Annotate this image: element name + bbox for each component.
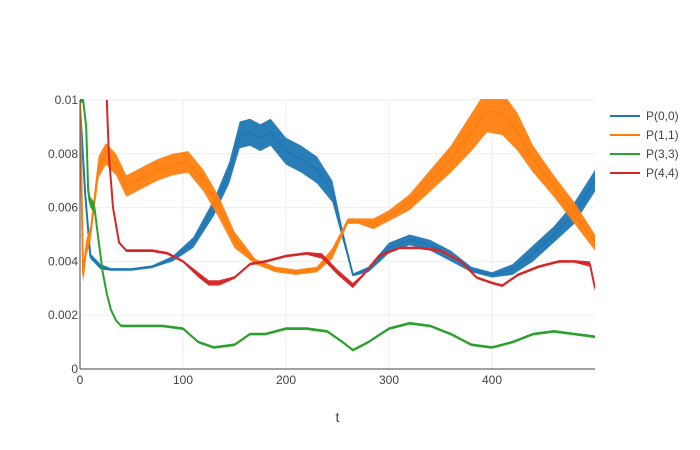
y-tick-label: 0 xyxy=(71,362,78,376)
legend-label: P(3,3) xyxy=(646,147,679,161)
y-tick-label: 0.008 xyxy=(48,147,78,161)
x-tick-label: 100 xyxy=(173,373,193,387)
series-layer xyxy=(80,99,595,352)
legend-item[interactable]: P(0,0) xyxy=(610,109,679,123)
axes xyxy=(79,100,595,370)
legend-label: P(0,0) xyxy=(646,109,679,123)
y-tick-label: 0.002 xyxy=(48,308,78,322)
legend-label: P(1,1) xyxy=(646,128,679,142)
x-tick-label: 400 xyxy=(482,373,502,387)
series-P(1,1) xyxy=(80,99,595,283)
x-tick-label: 200 xyxy=(276,373,296,387)
x-tick-label: 0 xyxy=(77,373,84,387)
legend-item[interactable]: P(4,4) xyxy=(610,166,679,180)
series-P(3,3) xyxy=(80,99,595,352)
series-band xyxy=(80,99,595,283)
legend-item[interactable]: P(3,3) xyxy=(610,147,679,161)
series-line xyxy=(80,105,595,276)
series-P(4,4) xyxy=(105,99,595,291)
series-line xyxy=(105,99,595,289)
series-line xyxy=(80,99,595,352)
x-tick-labels: 0 100 200 300 400 xyxy=(77,373,503,387)
legend[interactable]: P(0,0) P(1,1) P(3,3) P(4,4) xyxy=(610,109,679,180)
y-tick-labels: 0 0.002 0.004 0.006 0.008 0.01 xyxy=(48,93,78,376)
series-P(0,0) xyxy=(80,100,595,278)
y-tick-label: 0.006 xyxy=(48,201,78,215)
legend-item[interactable]: P(1,1) xyxy=(610,128,679,142)
x-tick-label: 300 xyxy=(379,373,399,387)
series-line xyxy=(80,99,595,276)
x-axis-title: t xyxy=(336,409,340,425)
y-tick-label: 0.01 xyxy=(55,93,79,107)
y-tick-label: 0.004 xyxy=(48,254,78,268)
legend-label: P(4,4) xyxy=(646,166,679,180)
